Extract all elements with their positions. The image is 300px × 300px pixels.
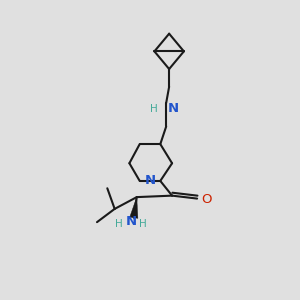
Text: N: N [125, 215, 136, 228]
Text: H: H [115, 219, 123, 229]
Text: O: O [202, 193, 212, 206]
Text: H: H [150, 104, 158, 114]
Polygon shape [130, 197, 138, 218]
Text: N: N [168, 102, 179, 115]
Text: N: N [144, 174, 156, 188]
Text: H: H [139, 219, 147, 229]
